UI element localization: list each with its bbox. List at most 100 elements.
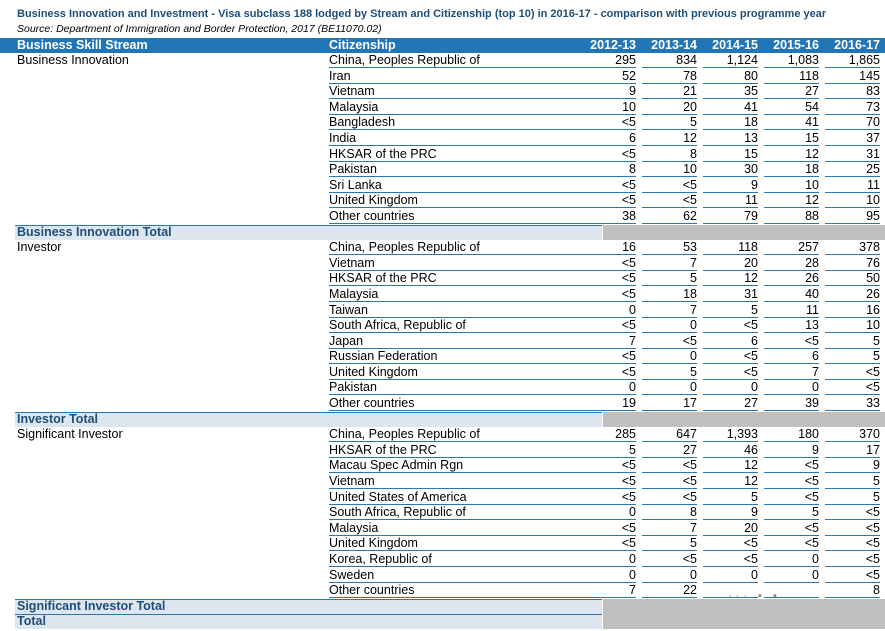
citizenship-cell: Pakistan bbox=[329, 162, 603, 178]
value-cell: 5 bbox=[581, 443, 636, 458]
table-row: Vietnam <5 7 20 28 76 bbox=[0, 256, 885, 272]
value-cell: 5 bbox=[642, 115, 697, 131]
value-cell: 10 bbox=[764, 178, 819, 193]
value-cell: 9 bbox=[581, 84, 636, 100]
data-table: Business Skill Stream Citizenship 2012-1… bbox=[0, 38, 885, 630]
value-cell: 0 bbox=[581, 568, 636, 583]
report-source: Source: Department of Immigration and Bo… bbox=[17, 23, 382, 35]
value-cell: <5 bbox=[764, 536, 819, 552]
value-cell: 70 bbox=[825, 115, 880, 131]
value-cell: <5 bbox=[581, 271, 636, 287]
value-cell: <5 bbox=[581, 365, 636, 380]
value-cell: <5 bbox=[825, 380, 880, 396]
value-cell: 7 bbox=[642, 521, 697, 536]
value-cell: 11 bbox=[825, 178, 880, 193]
citizenship-cell: Vietnam bbox=[329, 84, 603, 100]
citizenship-cell: United Kingdom bbox=[329, 193, 603, 209]
value-cell: <5 bbox=[581, 256, 636, 271]
value-cell: 17 bbox=[642, 396, 697, 412]
value-cell: <5 bbox=[642, 458, 697, 474]
value-cell: <5 bbox=[764, 490, 819, 505]
value-cell: <5 bbox=[825, 521, 880, 536]
value-cell: 27 bbox=[764, 84, 819, 100]
table-header: Business Skill Stream Citizenship 2012-1… bbox=[0, 38, 885, 53]
value-cell: 15 bbox=[703, 147, 758, 162]
value-cell: 18 bbox=[764, 162, 819, 178]
value-cell: 1,124 bbox=[703, 53, 758, 68]
citizenship-cell: Vietnam bbox=[329, 256, 603, 271]
stream-label: Investor bbox=[17, 240, 62, 255]
table-row: United Kingdom <5 <5 11 12 10 bbox=[0, 193, 885, 209]
table-row: Sweden 0 0 0 0 <5 bbox=[0, 568, 885, 584]
subtotal-values-mask bbox=[603, 598, 885, 614]
value-cell: <5 bbox=[825, 552, 880, 567]
value-cell: 28 bbox=[764, 256, 819, 271]
stream-label: Business Innovation bbox=[17, 53, 129, 67]
table-row: Malaysia <5 18 31 40 26 bbox=[0, 287, 885, 303]
table-row: United Kingdom <5 5 <5 <5 <5 bbox=[0, 536, 885, 552]
table-row: HKSAR of the PRC <5 8 15 12 31 bbox=[0, 147, 885, 163]
value-cell: 31 bbox=[703, 287, 758, 302]
header-year: 2012-13 bbox=[590, 38, 636, 52]
citizenship-cell: Sweden bbox=[329, 568, 603, 583]
value-cell: 79 bbox=[703, 209, 758, 224]
value-cell: 8 bbox=[581, 162, 636, 178]
value-cell: 295 bbox=[581, 53, 636, 68]
table-row: Vietnam <5 <5 12 <5 5 bbox=[0, 474, 885, 490]
citizenship-cell: Japan bbox=[329, 334, 603, 349]
citizenship-cell: Malaysia bbox=[329, 287, 603, 302]
subtotal-values-mask bbox=[603, 411, 885, 427]
subtotal-row: Significant Investor Total bbox=[0, 598, 885, 615]
value-cell: 41 bbox=[764, 115, 819, 131]
header-year: 2014-15 bbox=[712, 38, 758, 52]
value-cell: 27 bbox=[642, 443, 697, 458]
value-cell: 10 bbox=[581, 100, 636, 115]
value-cell: 17 bbox=[825, 443, 880, 458]
subtotal-values-mask bbox=[603, 224, 885, 240]
value-cell: 21 bbox=[642, 84, 697, 100]
value-cell: 80 bbox=[703, 69, 758, 84]
header-year: 2016-17 bbox=[834, 38, 880, 52]
value-cell: 78 bbox=[642, 69, 697, 84]
citizenship-cell: United States of America bbox=[329, 490, 603, 505]
table-row: Pakistan 8 10 30 18 25 bbox=[0, 162, 885, 178]
value-cell bbox=[764, 583, 819, 599]
value-cell: 12 bbox=[764, 193, 819, 209]
value-cell: 118 bbox=[764, 69, 819, 84]
value-cell: <5 bbox=[764, 458, 819, 474]
table-row: United Kingdom <5 5 <5 7 <5 bbox=[0, 365, 885, 381]
value-cell: 16 bbox=[825, 303, 880, 318]
value-cell: 0 bbox=[581, 380, 636, 396]
value-cell: 31 bbox=[825, 147, 880, 162]
subtotal-label: Investor Total bbox=[15, 411, 602, 427]
value-cell: 0 bbox=[642, 568, 697, 583]
value-cell: <5 bbox=[581, 490, 636, 505]
value-cell: 26 bbox=[764, 271, 819, 287]
value-cell: 370 bbox=[825, 427, 880, 443]
value-cell: <5 bbox=[581, 458, 636, 474]
value-cell: <5 bbox=[825, 505, 880, 521]
value-cell: 9 bbox=[825, 458, 880, 474]
value-cell: 88 bbox=[764, 209, 819, 224]
table-row: Macau Spec Admin Rgn <5 <5 12 <5 9 bbox=[0, 458, 885, 474]
value-cell: 11 bbox=[764, 303, 819, 318]
value-cell: 378 bbox=[825, 240, 880, 256]
value-cell: <5 bbox=[581, 474, 636, 490]
value-cell: 9 bbox=[703, 505, 758, 521]
value-cell: <5 bbox=[581, 115, 636, 131]
value-cell: 0 bbox=[581, 552, 636, 567]
value-cell: 95 bbox=[825, 209, 880, 224]
value-cell: 15 bbox=[764, 131, 819, 146]
value-cell: 12 bbox=[703, 474, 758, 490]
value-cell: <5 bbox=[825, 365, 880, 380]
stream-label: Significant Investor bbox=[17, 427, 123, 442]
value-cell: 25 bbox=[825, 162, 880, 178]
value-cell: 10 bbox=[642, 162, 697, 178]
value-cell: 50 bbox=[825, 271, 880, 287]
value-cell: 35 bbox=[703, 84, 758, 100]
table-row: Significant Investor China, Peoples Repub… bbox=[0, 427, 885, 443]
table-row: Other countries 38 62 79 88 95 bbox=[0, 209, 885, 225]
value-cell: 62 bbox=[642, 209, 697, 224]
value-cell: 5 bbox=[825, 474, 880, 490]
value-cell: 22 bbox=[642, 583, 697, 599]
